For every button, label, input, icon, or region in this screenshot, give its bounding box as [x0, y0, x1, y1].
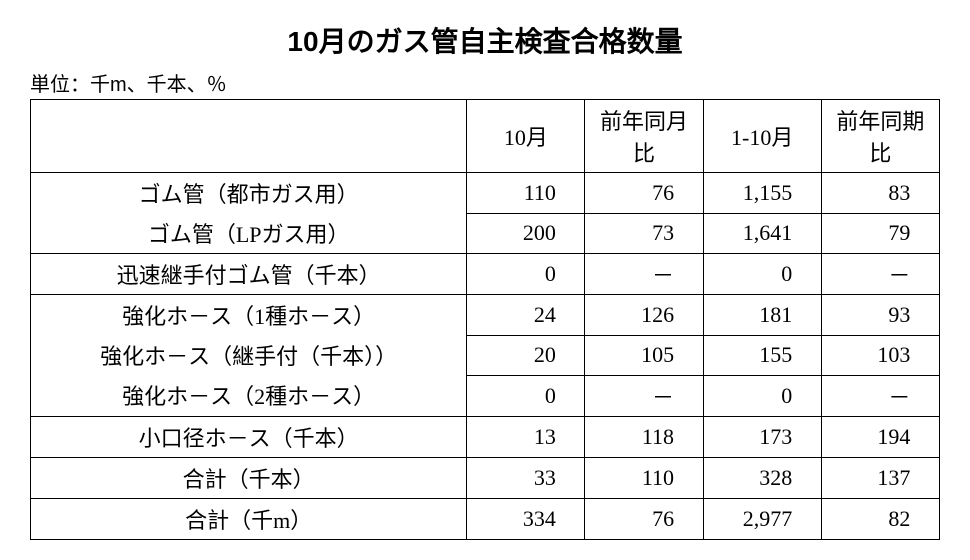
row-label: 強化ホ－ス（2種ホ－ス） [31, 375, 467, 416]
row-label: ゴム管（都市ガス用） [31, 173, 467, 214]
table-row: 強化ホ－ス（継手付（千本））20105155103 [31, 335, 940, 375]
col-header-month: 10月 [467, 100, 585, 173]
table-cell: 110 [585, 457, 703, 498]
table-cell: 328 [703, 457, 821, 498]
table-cell: 194 [821, 416, 939, 457]
table-cell: 76 [585, 173, 703, 214]
table-row: 迅速継手付ゴム管（千本）0－0－ [31, 254, 940, 295]
table-cell: 103 [821, 335, 939, 375]
table-cell: 334 [467, 498, 585, 539]
row-label: 合計（千本） [31, 457, 467, 498]
data-table: 10月 前年同月比 1-10月 前年同期比 ゴム管（都市ガス用）110761,1… [30, 99, 940, 540]
table-cell: － [585, 375, 703, 416]
table-row: 合計（千本）33110328137 [31, 457, 940, 498]
row-label: 強化ホ－ス（1種ホ－ス） [31, 295, 467, 336]
table-cell: 0 [467, 254, 585, 295]
page-title: 10月のガス管自主検査合格数量 [30, 20, 940, 60]
row-label: 迅速継手付ゴム管（千本） [31, 254, 467, 295]
col-header-yoy-month: 前年同月比 [585, 100, 703, 173]
table-cell: 20 [467, 335, 585, 375]
table-cell: 79 [821, 213, 939, 254]
table-cell: 118 [585, 416, 703, 457]
row-label: 強化ホ－ス（継手付（千本）） [31, 335, 467, 375]
table-cell: 1,641 [703, 213, 821, 254]
col-header-yoy-period: 前年同期比 [821, 100, 939, 173]
row-label: 合計（千m） [31, 498, 467, 539]
table-row: 合計（千m）334762,97782 [31, 498, 940, 539]
table-cell: 24 [467, 295, 585, 336]
table-cell: 1,155 [703, 173, 821, 214]
table-row: 強化ホ－ス（1種ホ－ス）2412618193 [31, 295, 940, 336]
table-cell: 76 [585, 498, 703, 539]
table-cell: 83 [821, 173, 939, 214]
table-cell: 73 [585, 213, 703, 254]
table-cell: 0 [703, 375, 821, 416]
table-header-row: 10月 前年同月比 1-10月 前年同期比 [31, 100, 940, 173]
table-row: 強化ホ－ス（2種ホ－ス）0－0－ [31, 375, 940, 416]
table-cell: 105 [585, 335, 703, 375]
table-cell: 33 [467, 457, 585, 498]
table-cell: － [585, 254, 703, 295]
table-row: ゴム管（LPガス用）200731,64179 [31, 213, 940, 254]
table-cell: 93 [821, 295, 939, 336]
table-cell: 82 [821, 498, 939, 539]
table-cell: 110 [467, 173, 585, 214]
table-cell: 13 [467, 416, 585, 457]
table-cell: － [821, 375, 939, 416]
row-label: ゴム管（LPガス用） [31, 213, 467, 254]
table-cell: 173 [703, 416, 821, 457]
unit-label: 単位：千m、千本、％ [30, 68, 940, 97]
col-header-blank [31, 100, 467, 173]
table-row: 小口径ホ－ス（千本）13118173194 [31, 416, 940, 457]
row-label: 小口径ホ－ス（千本） [31, 416, 467, 457]
table-cell: 0 [703, 254, 821, 295]
table-cell: 137 [821, 457, 939, 498]
table-row: ゴム管（都市ガス用）110761,15583 [31, 173, 940, 214]
table-cell: 2,977 [703, 498, 821, 539]
table-cell: 155 [703, 335, 821, 375]
table-cell: 200 [467, 213, 585, 254]
table-cell: － [821, 254, 939, 295]
table-cell: 0 [467, 375, 585, 416]
table-cell: 181 [703, 295, 821, 336]
col-header-cumulative: 1-10月 [703, 100, 821, 173]
table-cell: 126 [585, 295, 703, 336]
